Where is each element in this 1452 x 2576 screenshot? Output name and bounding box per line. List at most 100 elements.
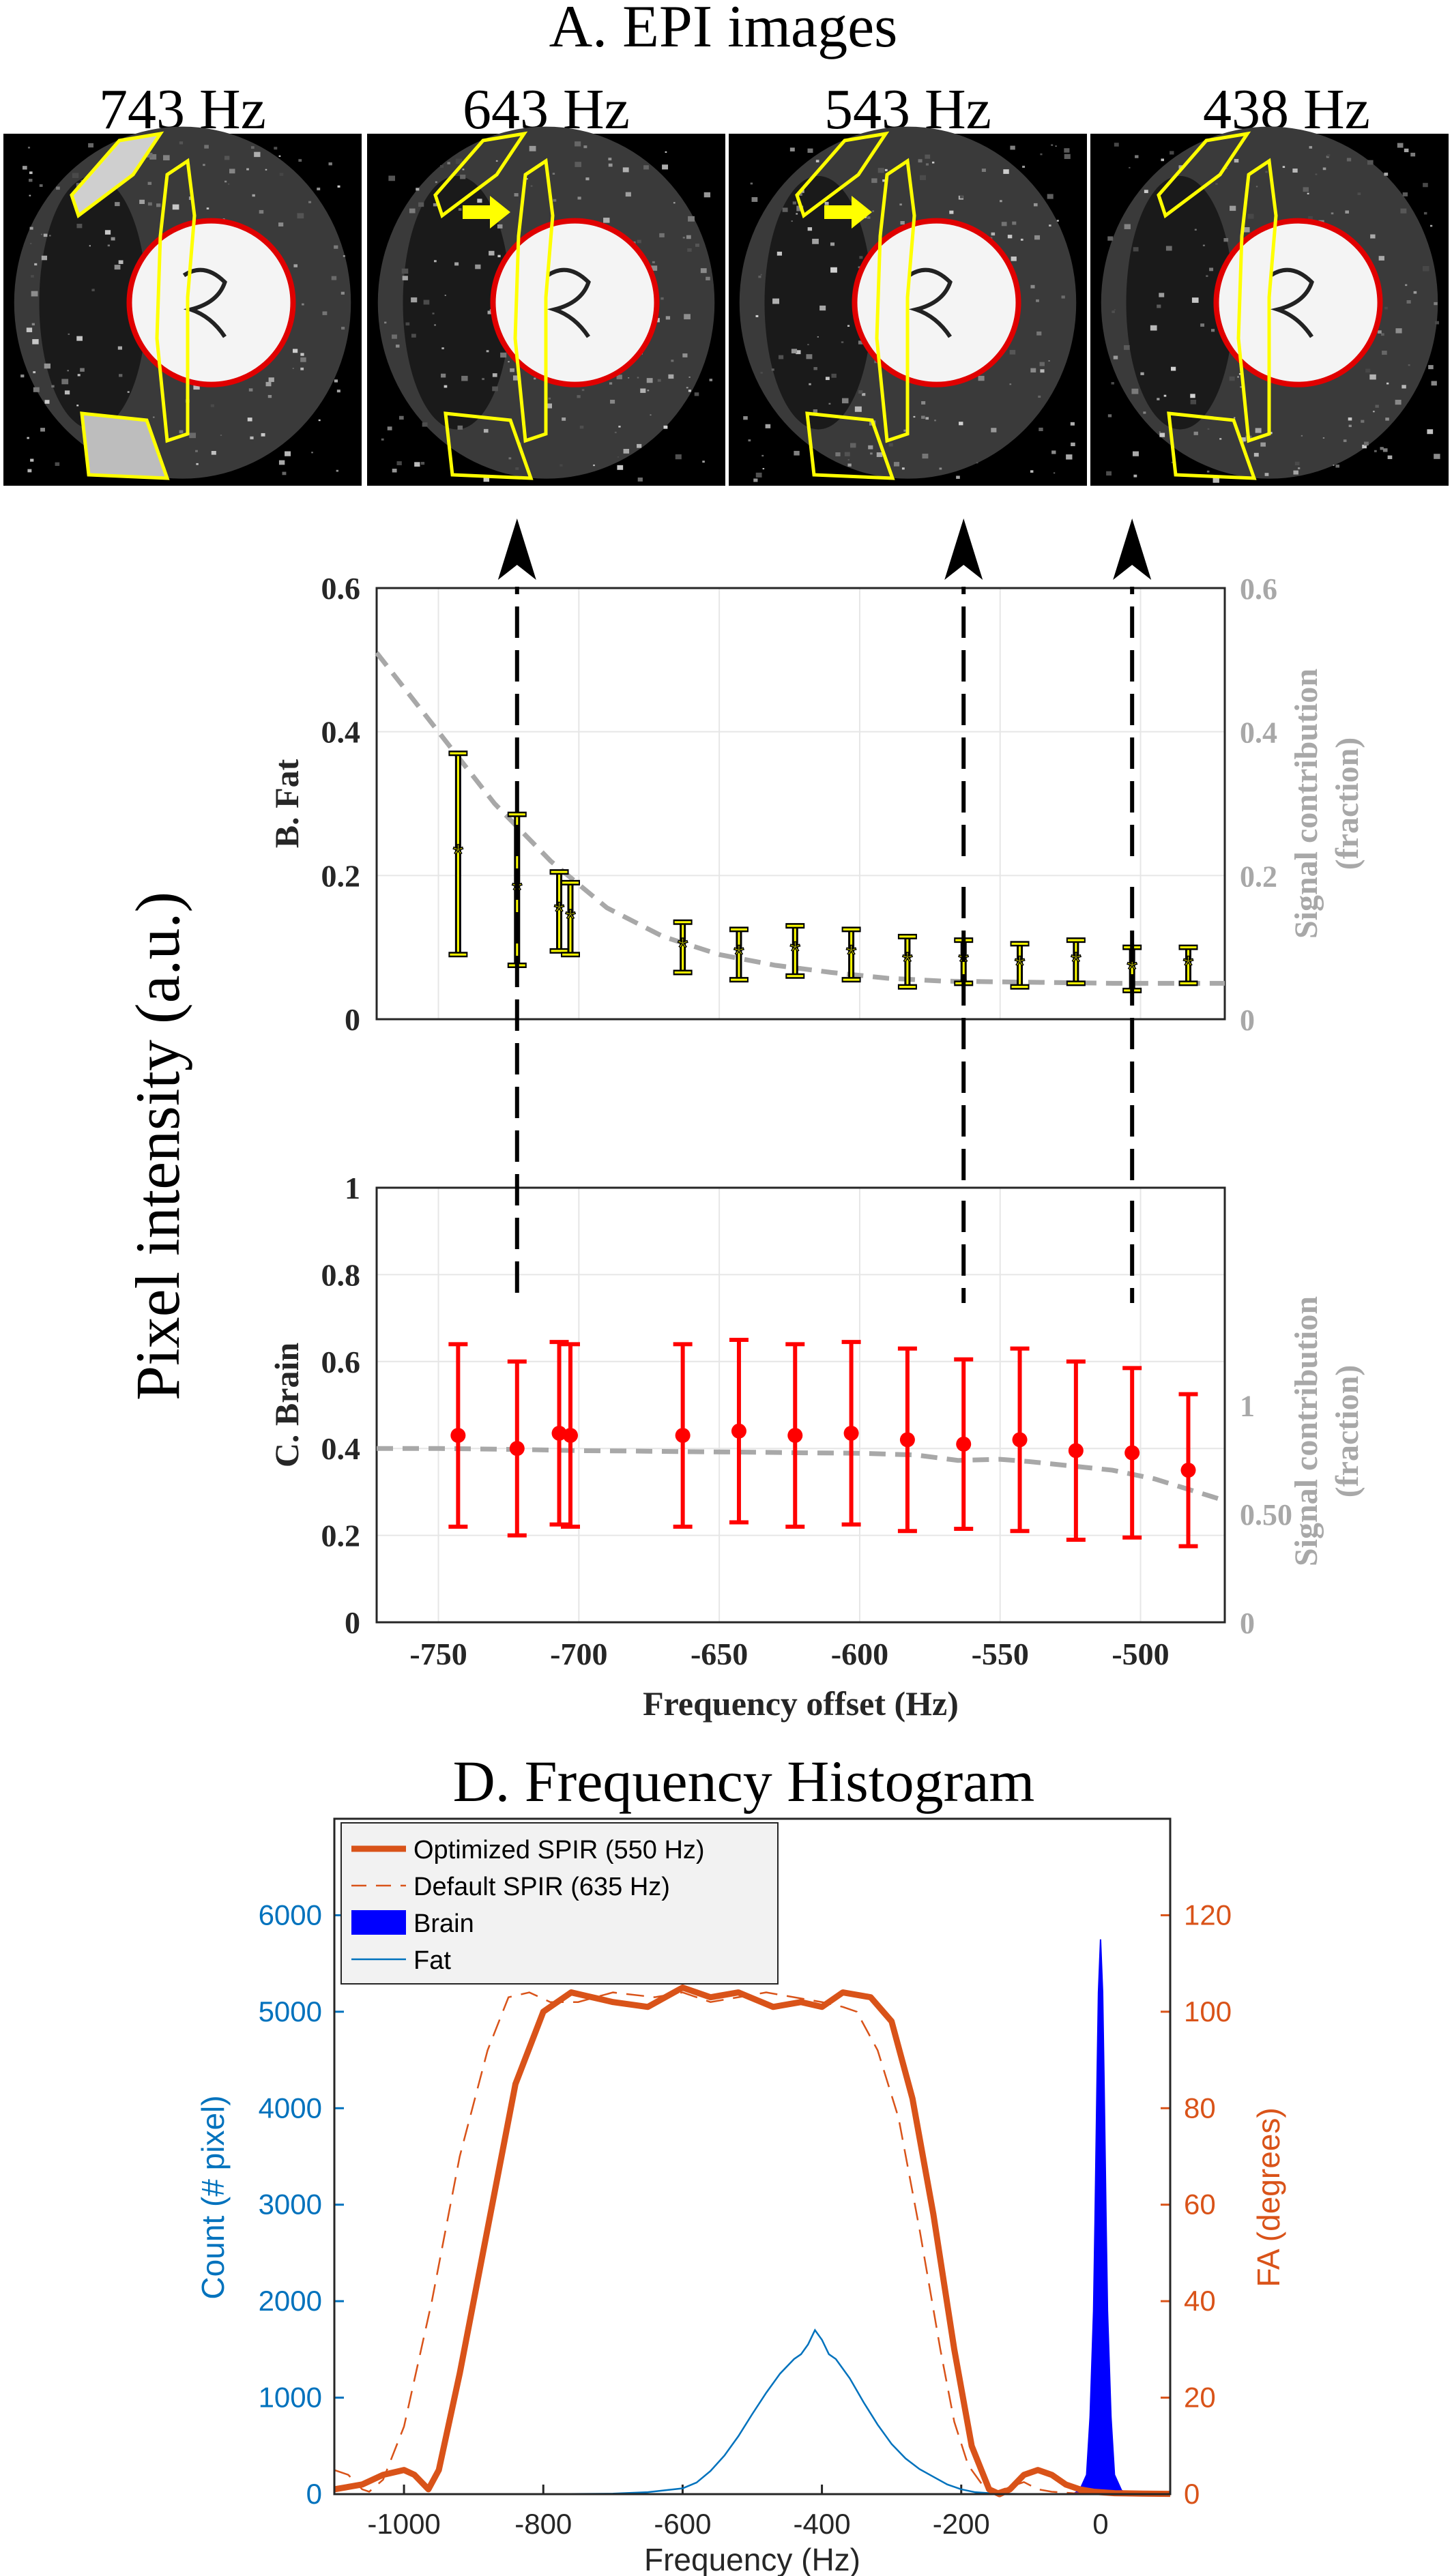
speckle <box>1404 148 1409 153</box>
speckle <box>1387 455 1393 459</box>
speckle <box>76 224 83 229</box>
speckle <box>806 354 813 360</box>
speckle <box>1144 190 1148 194</box>
y-tick-label: 0.2 <box>321 1519 361 1553</box>
speckle <box>609 382 613 385</box>
speckle <box>179 430 184 434</box>
speckle <box>978 375 985 381</box>
speckle <box>495 160 498 162</box>
brain-roi-outline <box>126 218 296 387</box>
speckle <box>758 276 761 278</box>
speckle <box>812 238 819 244</box>
speckle <box>334 379 338 383</box>
speckle <box>81 179 83 181</box>
speckle <box>772 298 780 304</box>
speckle <box>1362 444 1367 449</box>
speckle <box>593 464 595 467</box>
speckle <box>617 465 624 470</box>
right-y-tick-label: 100 <box>1184 1995 1232 2028</box>
speckle <box>1386 382 1389 385</box>
right-y-tick-label: 120 <box>1184 1899 1232 1931</box>
speckle <box>1163 394 1167 397</box>
speckle <box>285 451 291 456</box>
y-tick-label: 0.2 <box>321 858 361 893</box>
speckle <box>668 374 674 379</box>
speckle <box>991 232 996 236</box>
speckle <box>1382 350 1387 355</box>
speckle <box>1413 291 1417 294</box>
speckle <box>1357 192 1361 195</box>
speckle <box>104 230 111 235</box>
speckle <box>497 224 503 229</box>
speckle <box>486 350 489 353</box>
speckle <box>682 353 688 357</box>
speckle <box>1009 383 1012 385</box>
brain-roi-outline <box>852 218 1021 387</box>
speckle <box>311 452 313 454</box>
speckle <box>548 397 551 400</box>
speckle <box>492 386 498 392</box>
speckle <box>900 221 905 225</box>
speckle <box>147 202 152 206</box>
speckle <box>1333 465 1335 466</box>
speckle <box>616 375 622 379</box>
right-y-axis-label: (fraction) <box>1329 1365 1365 1498</box>
speckle <box>343 255 345 257</box>
speckle <box>776 251 783 256</box>
speckle <box>441 373 446 378</box>
speckle <box>560 464 563 467</box>
speckle <box>608 158 612 161</box>
speckle <box>1303 187 1309 192</box>
right-y-axis-label: Signal contribution <box>1288 1296 1324 1566</box>
brain-fold <box>907 267 953 338</box>
data-point <box>1010 1346 1030 1534</box>
speckle <box>49 235 51 237</box>
speckle <box>830 242 835 246</box>
right-y-tick-label: 0.4 <box>1240 716 1277 750</box>
speckle <box>1022 165 1026 169</box>
speckle <box>1255 186 1258 188</box>
speckle <box>322 311 328 315</box>
right-y-axis-label: Signal contribution <box>1288 669 1324 939</box>
speckle <box>824 201 829 205</box>
speckle <box>1190 399 1197 405</box>
right-y-tick-label: 0.50 <box>1240 1498 1292 1532</box>
speckle <box>603 218 610 223</box>
speckle <box>1367 160 1374 165</box>
speckle <box>1434 321 1439 325</box>
speckle <box>139 199 145 205</box>
data-point: * <box>1178 944 1198 986</box>
speckle <box>1375 405 1379 408</box>
speckle <box>300 357 306 362</box>
speckle <box>575 162 582 167</box>
brain-fold <box>182 267 227 338</box>
speckle <box>1033 203 1038 207</box>
right-y-tick-label: 0.6 <box>1240 572 1277 606</box>
speckle <box>1294 461 1300 466</box>
speckle <box>901 467 905 470</box>
speckle <box>815 160 819 163</box>
speckle <box>1159 433 1165 437</box>
speckle <box>1298 467 1301 469</box>
speckle <box>508 457 512 460</box>
speckle <box>1374 450 1377 452</box>
speckle <box>163 155 170 161</box>
star-marker: * <box>1183 951 1194 981</box>
speckle <box>1113 355 1118 360</box>
speckle <box>1361 420 1365 423</box>
data-point: * <box>1066 937 1086 986</box>
speckle <box>422 422 428 427</box>
speckle <box>828 402 831 405</box>
speckle <box>1410 152 1416 157</box>
speckle <box>423 299 430 305</box>
speckle <box>27 437 29 439</box>
speckle <box>921 415 925 419</box>
speckle <box>384 321 387 324</box>
speckle <box>918 159 923 163</box>
speckle <box>637 239 641 244</box>
speckle <box>921 401 926 405</box>
x-tick-label: -200 <box>933 2508 990 2540</box>
fat-histogram-line <box>334 2328 1170 2496</box>
speckle <box>1381 333 1384 336</box>
speckle <box>1343 439 1347 442</box>
